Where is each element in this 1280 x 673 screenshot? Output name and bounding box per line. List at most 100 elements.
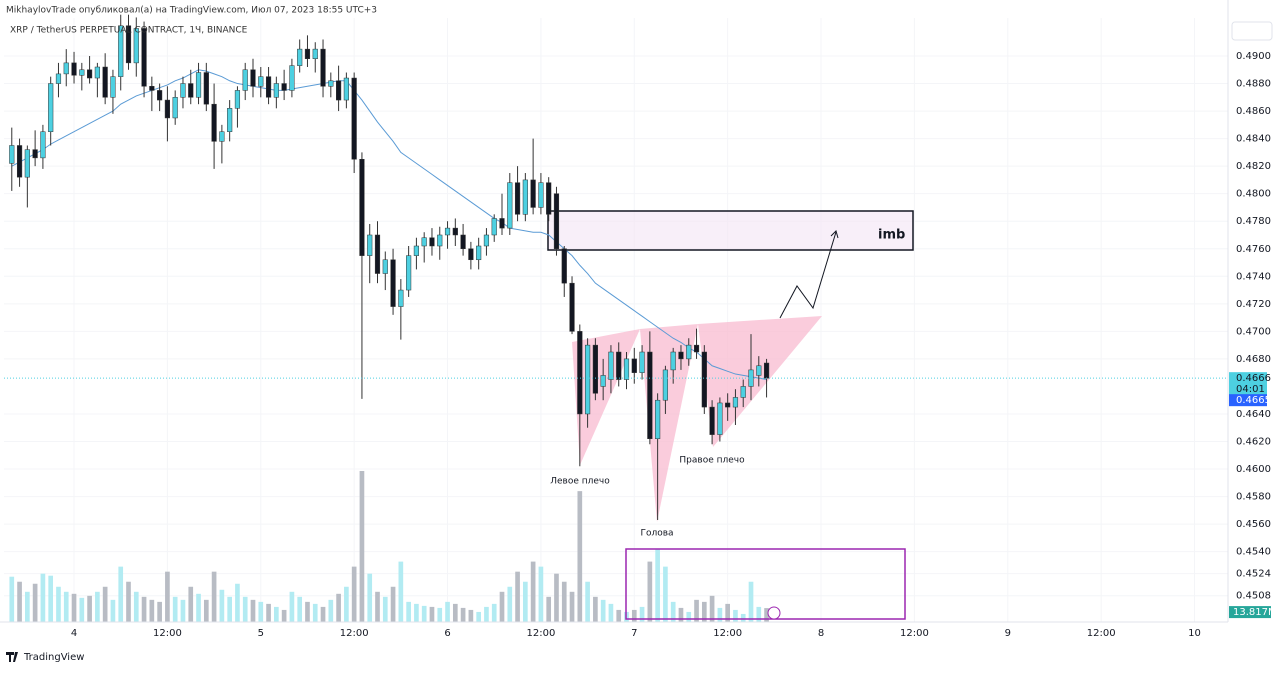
volume-bar bbox=[48, 575, 54, 622]
volume-bar bbox=[63, 591, 69, 622]
candle-body bbox=[24, 149, 30, 178]
candle-body bbox=[468, 248, 474, 261]
volume-bar bbox=[764, 608, 769, 622]
volume-bar bbox=[211, 571, 217, 622]
candle-body bbox=[258, 76, 264, 87]
volume-bar bbox=[32, 583, 38, 622]
candle-body bbox=[693, 344, 700, 353]
x-tick-label: 12:00 bbox=[900, 628, 929, 639]
header: MikhaylovTrade опубликовал(а) на Trading… bbox=[6, 6, 377, 16]
volume-bar bbox=[655, 549, 660, 622]
candle-body bbox=[336, 80, 342, 101]
volume-bar bbox=[647, 561, 653, 622]
volume-bar bbox=[670, 601, 676, 622]
volume-bar bbox=[631, 609, 637, 622]
volume-bar bbox=[344, 586, 349, 622]
candle-body bbox=[437, 234, 443, 247]
imb-label: imb bbox=[878, 228, 905, 243]
volume-bar bbox=[289, 591, 295, 622]
volume-box bbox=[625, 548, 906, 620]
y-tick-label: 0.4880 bbox=[1236, 79, 1271, 90]
candle-body bbox=[390, 259, 396, 307]
volume-bar bbox=[678, 607, 684, 622]
candle-body bbox=[670, 351, 676, 371]
volume-bar bbox=[569, 591, 575, 622]
volume-bar bbox=[390, 586, 396, 622]
y-tick-label: 0.4580 bbox=[1236, 492, 1271, 503]
candle-body bbox=[546, 182, 552, 215]
x-tick-label: 12:00 bbox=[153, 628, 182, 639]
volume-bar bbox=[110, 599, 116, 622]
candle-body bbox=[639, 351, 645, 373]
candle-body bbox=[600, 375, 606, 387]
volume-bar bbox=[499, 591, 505, 622]
volume-bar bbox=[102, 586, 108, 622]
candle-body bbox=[351, 77, 357, 160]
candle-body bbox=[522, 179, 528, 215]
candle-body bbox=[763, 362, 770, 379]
volume-bar bbox=[9, 576, 15, 622]
volume-bar bbox=[71, 593, 77, 622]
grid bbox=[4, 18, 1228, 622]
volume-bar bbox=[663, 566, 668, 622]
volume-bar bbox=[686, 611, 692, 622]
volume-bar bbox=[382, 596, 388, 622]
left-shoulder-label: Левое плечо bbox=[550, 477, 610, 487]
volume-bar bbox=[561, 581, 567, 622]
volume-bar bbox=[25, 591, 30, 622]
candle-body bbox=[9, 145, 15, 164]
candle-body bbox=[32, 149, 38, 159]
x-tick-label: 7 bbox=[631, 628, 637, 639]
volume-bar bbox=[351, 566, 357, 622]
candle-body bbox=[125, 25, 132, 64]
volume-bar bbox=[258, 601, 264, 622]
candle-body bbox=[655, 399, 661, 439]
arrow-head bbox=[830, 230, 839, 239]
settings-button[interactable] bbox=[1231, 21, 1273, 41]
x-tick-label: 12:00 bbox=[340, 628, 369, 639]
volume-bar bbox=[297, 596, 303, 622]
y-tick-label: 0.4524 bbox=[1236, 569, 1271, 580]
candle-body bbox=[141, 28, 147, 87]
candle-body bbox=[717, 402, 723, 435]
candle-body bbox=[320, 48, 326, 87]
y-tick-label: 0.4820 bbox=[1236, 161, 1271, 172]
volume-bar bbox=[414, 603, 419, 622]
volume-bar bbox=[79, 597, 85, 622]
volume bbox=[9, 471, 769, 622]
volume-bar bbox=[530, 561, 536, 622]
candle-body bbox=[157, 90, 163, 101]
candle-body bbox=[55, 73, 62, 84]
volume-bar bbox=[87, 595, 92, 622]
candle-body bbox=[421, 237, 427, 247]
candle-body bbox=[756, 365, 762, 376]
candle-body bbox=[413, 245, 419, 256]
volume-bar bbox=[554, 573, 559, 622]
projection-arrow bbox=[779, 231, 837, 319]
volume-bar bbox=[172, 596, 178, 622]
candle-body bbox=[289, 65, 295, 91]
alert-icon[interactable] bbox=[767, 606, 781, 620]
footer-text: TradingView bbox=[23, 652, 84, 663]
volume-bar bbox=[515, 571, 520, 622]
candle-body bbox=[118, 25, 124, 77]
volume-bar bbox=[740, 613, 746, 622]
x-tick-label: 12:00 bbox=[713, 628, 742, 639]
chart-title: XRP / TetherUS PERPETUAL CONTRACT, 1Ч, B… bbox=[10, 26, 248, 36]
candle-body bbox=[87, 69, 93, 79]
volume-bar bbox=[95, 591, 100, 622]
candle-body bbox=[63, 62, 69, 75]
candle-body bbox=[149, 86, 155, 91]
candle-body bbox=[133, 28, 139, 64]
candle-body bbox=[444, 227, 451, 236]
volume-bar bbox=[56, 586, 61, 622]
volume-bar bbox=[274, 606, 279, 622]
x-tick-label: 10 bbox=[1188, 628, 1201, 639]
candle-body bbox=[312, 48, 318, 60]
volume-bar bbox=[546, 596, 552, 622]
candle-body bbox=[507, 182, 513, 229]
volume-bar bbox=[694, 599, 699, 622]
candle-body bbox=[732, 397, 739, 408]
candle-body bbox=[172, 97, 178, 119]
volume-bar bbox=[165, 571, 170, 622]
